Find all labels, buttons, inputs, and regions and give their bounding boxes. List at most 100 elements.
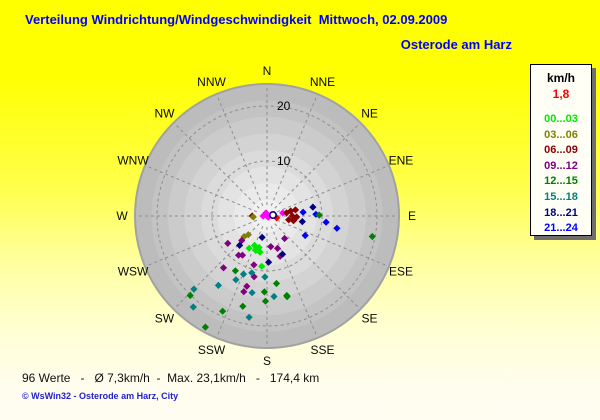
wind-point-purple: [219, 264, 228, 272]
wind-point-maroon: [291, 206, 300, 214]
wind-point-teal: [190, 285, 198, 293]
wind-point-green: [186, 291, 194, 300]
wind-point-olive: [240, 233, 248, 241]
wind-point-lime: [255, 243, 263, 252]
legend-current-value: 1,8: [552, 87, 570, 101]
wind-point-teal: [248, 269, 256, 277]
wind-point-purple: [250, 261, 258, 269]
grid-spoke: [174, 123, 260, 209]
wind-point-teal: [248, 289, 256, 297]
grid-spoke: [270, 225, 318, 338]
legend-class-label: 00...03: [544, 113, 578, 125]
compass-label-ssw: SSW: [198, 343, 226, 357]
wind-point-magenta: [264, 213, 272, 221]
copyright-line: © WsWin32 - Osterode am Harz, City: [22, 391, 179, 401]
grid-ring: [211, 160, 323, 272]
legend-class-label: 06...09: [544, 144, 578, 157]
wind-point-navy: [265, 258, 273, 266]
wind-point-green: [219, 307, 227, 315]
wind-point-purple: [276, 252, 284, 260]
legend-class-label: 15...18: [544, 190, 578, 203]
wind-point-maroon: [289, 217, 298, 225]
wind-point-green: [261, 297, 270, 305]
wind-point-navy: [278, 250, 287, 258]
wind-point-navy: [309, 203, 317, 211]
compass-label-ene: ENE: [389, 154, 414, 168]
wind-point-teal: [245, 313, 253, 321]
wind-point-teal: [189, 303, 197, 311]
wind-point-teal: [239, 270, 248, 278]
wind-point-teal: [270, 292, 278, 301]
grid-spoke: [145, 165, 258, 213]
wind-point-lime: [250, 241, 259, 249]
legend-class-label: 21...24: [544, 222, 578, 235]
legend-class-label: 03...06: [544, 128, 578, 141]
wind-point-teal: [232, 276, 240, 284]
compass-label-wsw: WSW: [118, 264, 149, 278]
wind-point-purple: [250, 273, 258, 281]
compass-label-sw: SW: [155, 312, 175, 326]
legend-box: km/h 1,8 00...03 03...06 06...09 09...12 12.…: [530, 64, 592, 236]
wind-point-green: [239, 302, 247, 310]
grid-spoke: [276, 165, 389, 213]
legend-unit-label: km/h: [546, 71, 575, 85]
wind-point-purple: [224, 239, 232, 247]
wind-point-olive: [244, 231, 252, 239]
wind-point-maroon: [283, 209, 291, 217]
wind-point-navy: [298, 218, 306, 226]
wind-point-magenta: [262, 209, 270, 217]
compass-label-s: S: [263, 354, 271, 368]
radial-tick-label: 20: [277, 99, 291, 113]
grid-spoke: [216, 94, 264, 207]
wind-point-green: [260, 288, 268, 296]
wind-point-maroon: [287, 207, 295, 215]
wind-point-green: [201, 323, 209, 331]
wind-point-green: [315, 211, 323, 219]
legend-class-list: 00...03 03...06 06...09 09...12 12...15 15...…: [531, 112, 591, 237]
wind-point-blue: [301, 231, 309, 240]
chart-title: Verteilung Windrichtung/Windgeschwindigk…: [25, 12, 448, 27]
legend-class-label: 09...12: [544, 159, 578, 172]
grid-spoke: [274, 123, 360, 209]
compass-label-ne: NE: [361, 106, 378, 120]
stats-line: 96 Werte - Ø 7,3km/h - Max. 23,1km/h - 1…: [22, 371, 320, 385]
wind-point-purple: [267, 243, 275, 251]
wind-point-purple: [281, 234, 289, 243]
legend-class-label: 18...21: [544, 206, 578, 219]
wind-point-purple: [273, 244, 282, 252]
wind-point-purple: [243, 282, 251, 290]
wind-point-blue: [333, 224, 341, 232]
wind-point-green: [231, 267, 239, 275]
grid-spoke: [145, 219, 258, 267]
wind-point-maroon: [288, 212, 296, 220]
grid-spoke: [276, 219, 389, 267]
compass-label-n: N: [263, 64, 272, 78]
wind-point-teal: [214, 281, 222, 289]
compass-label-nne: NNE: [310, 75, 335, 89]
grid-spoke: [270, 94, 318, 207]
wind-point-navy: [236, 241, 244, 249]
wind-point-purple: [240, 288, 248, 296]
wind-point-teal: [261, 273, 269, 281]
compass-label-sse: SSE: [310, 343, 334, 357]
grid-ring: [156, 105, 378, 327]
wind-point-maroon: [293, 213, 301, 221]
wind-point-green: [283, 293, 291, 301]
wind-point-red: [273, 214, 281, 222]
station-name: Osterode am Harz: [400, 37, 512, 52]
compass-label-w: W: [116, 209, 128, 223]
wind-point-blue: [299, 208, 307, 216]
compass-label-nw: NW: [154, 106, 175, 120]
compass-label-ese: ESE: [389, 264, 413, 278]
wind-point-green: [272, 279, 281, 288]
wind-point-maroon: [285, 216, 293, 224]
compass-label-wnw: WNW: [117, 154, 149, 168]
radial-tick-label: 10: [277, 154, 291, 168]
wind-point-green: [368, 232, 376, 241]
compass-label-se: SE: [362, 312, 378, 326]
wind-point-lime: [256, 248, 264, 256]
current-direction-marker: [268, 211, 277, 220]
wind-point-lime: [245, 244, 253, 252]
compass-label-e: E: [408, 209, 416, 223]
